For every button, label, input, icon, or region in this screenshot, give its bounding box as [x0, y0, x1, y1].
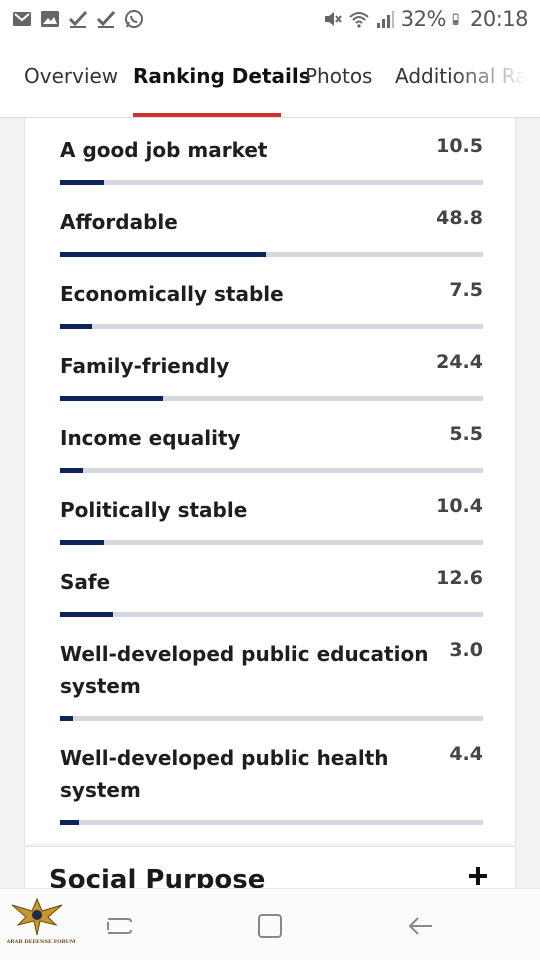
signal-icon [376, 11, 394, 28]
tab-fade [450, 38, 540, 117]
battery-percent: 32% [400, 7, 447, 31]
ranking-label: Economically stable [60, 282, 284, 306]
ranking-bar-track [60, 396, 483, 401]
wifi-icon [349, 12, 369, 28]
clock: 20:18 [469, 7, 529, 31]
ranking-bar-track [60, 468, 483, 473]
ranking-label: Affordable [60, 210, 178, 234]
ranking-bar-fill [60, 612, 113, 617]
ranking-value: 10.4 [436, 495, 483, 517]
check-icon [68, 10, 88, 28]
ranking-value: 10.5 [436, 135, 483, 157]
back-icon[interactable] [406, 911, 436, 941]
ranking-value: 48.8 [436, 207, 483, 229]
ranking-value: 7.5 [449, 279, 483, 301]
status-left-icons [12, 9, 144, 29]
ranking-label: Politically stable [60, 498, 248, 522]
tab-bar: Overview Ranking Details Photos Addition… [0, 38, 540, 118]
ranking-bar-fill [60, 468, 83, 473]
ranking-card: A good job market 10.5 Affordable 48.8 Econo… [24, 118, 516, 844]
tab-overview[interactable]: Overview [24, 64, 119, 88]
ranking-value: 4.4 [449, 743, 483, 765]
ranking-bar-track [60, 716, 483, 721]
ranking-bar-track [60, 324, 483, 329]
ranking-value: 5.5 [449, 423, 483, 445]
ranking-bar-fill [60, 716, 73, 721]
watermark-text: ARAB DEFENSE FORUM [6, 939, 76, 945]
ranking-label: A good job market [60, 138, 268, 162]
gallery-icon [41, 11, 59, 27]
check-icon [96, 10, 116, 28]
ranking-bar-track [60, 612, 483, 617]
ranking-label: Well-developed public health system [60, 746, 389, 802]
battery-icon [452, 13, 459, 25]
tab-photos[interactable]: Photos [305, 64, 373, 88]
ranking-bar-fill [60, 396, 163, 401]
mute-icon [324, 12, 342, 26]
home-icon[interactable] [255, 911, 285, 941]
plus-icon[interactable] [467, 865, 489, 887]
ranking-value: 3.0 [449, 639, 483, 661]
ranking-bar-track [60, 540, 483, 545]
ranking-bar-fill [60, 820, 79, 825]
ranking-bar-fill [60, 324, 92, 329]
ranking-bar-fill [60, 252, 266, 257]
ranking-bar-track [60, 252, 483, 257]
status-bar: 32% 20:18 [0, 0, 540, 38]
ranking-value: 12.6 [436, 567, 483, 589]
status-right-icons: 32% 20:18 [323, 7, 529, 31]
ranking-bar-fill [60, 540, 104, 545]
recent-apps-icon[interactable] [104, 911, 134, 941]
gmail-icon [13, 12, 31, 26]
ranking-label: Family-friendly [60, 354, 230, 378]
ranking-label: Well-developed public education system [60, 642, 429, 698]
android-nav-bar: ARAB DEFENSE FORUM [0, 888, 540, 960]
ranking-label: Income equality [60, 426, 241, 450]
eagle-icon [11, 897, 63, 936]
whatsapp-icon [125, 10, 143, 28]
ranking-bar-track [60, 820, 483, 825]
forum-watermark-logo: ARAB DEFENSE FORUM [4, 895, 76, 953]
ranking-bar-fill [60, 180, 104, 185]
ranking-label: Safe [60, 570, 111, 594]
ranking-value: 24.4 [436, 351, 483, 373]
ranking-bar-track [60, 180, 483, 185]
active-tab-indicator [133, 113, 281, 117]
tab-ranking-details[interactable]: Ranking Details [133, 64, 311, 88]
